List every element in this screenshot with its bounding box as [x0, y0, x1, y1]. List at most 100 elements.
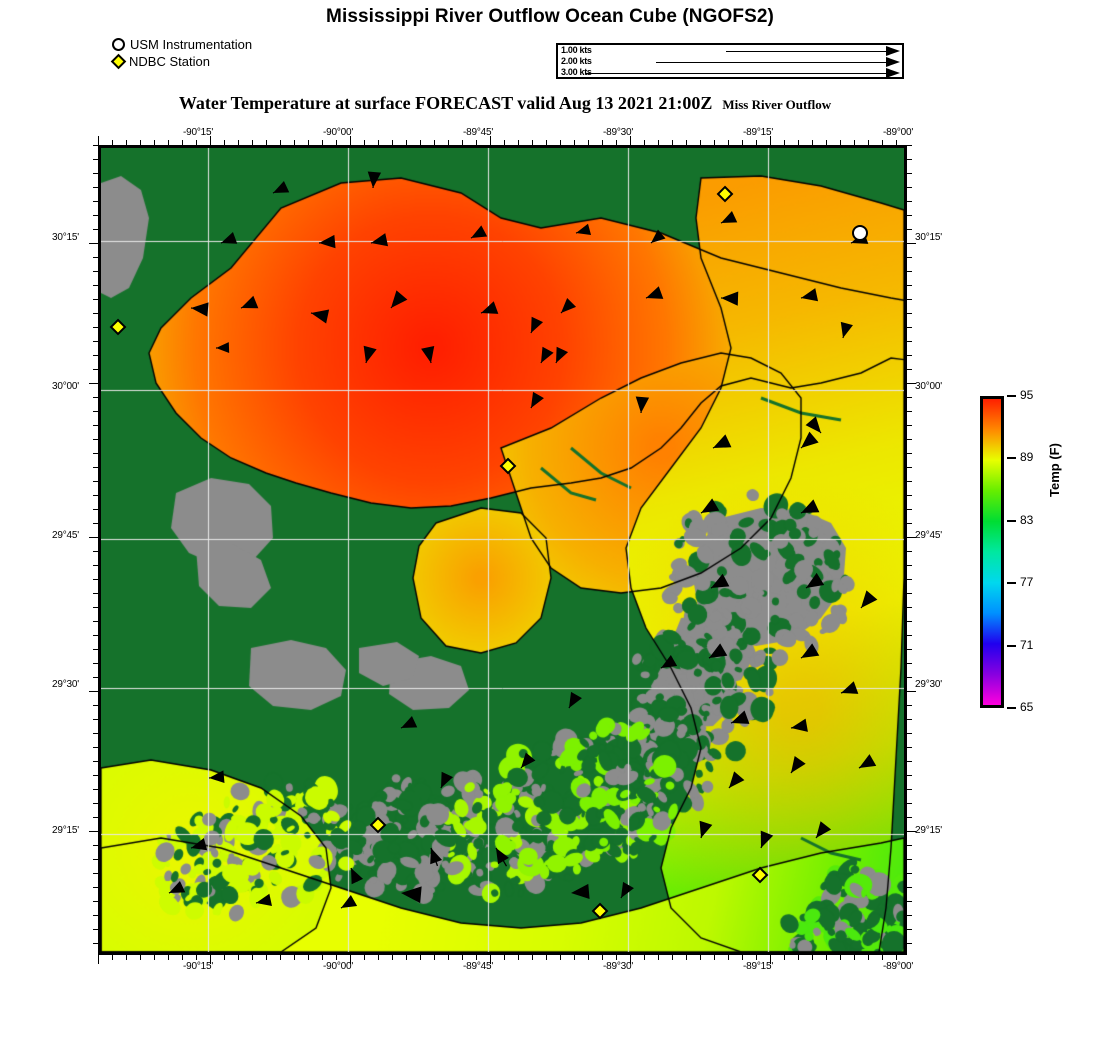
y-axis-tick-label: 29°45': [52, 530, 79, 541]
axis-tick: [93, 579, 98, 580]
current-vector-arrow: [721, 291, 738, 306]
axis-tick: [322, 955, 323, 960]
axis-tick: [907, 579, 912, 580]
axis-tick: [616, 140, 617, 145]
axis-tick: [907, 929, 912, 930]
axis-tick: [350, 955, 351, 964]
current-vector-arrow: [557, 298, 577, 318]
axis-tick: [350, 136, 351, 145]
current-vector-arrow: [647, 229, 665, 247]
axis-tick: [294, 955, 295, 960]
current-vector-arrow: [386, 290, 408, 312]
current-vector-arrow: [338, 895, 357, 913]
axis-tick: [728, 955, 729, 960]
colorbar-tick-label: 83: [1020, 513, 1033, 527]
ndbc-station-marker[interactable]: [753, 868, 767, 882]
axis-tick: [93, 173, 98, 174]
axis-tick: [93, 411, 98, 412]
axis-tick: [322, 140, 323, 145]
map-plot-area[interactable]: [98, 145, 907, 955]
axis-tick: [476, 140, 477, 145]
axis-tick: [812, 955, 813, 960]
colorbar-tick: [1007, 395, 1016, 397]
axis-tick: [907, 229, 912, 230]
axis-tick: [93, 467, 98, 468]
ndbc-station-marker[interactable]: [593, 904, 607, 918]
current-vector-arrow: [318, 235, 335, 250]
axis-tick: [907, 537, 916, 538]
ndbc-station-marker[interactable]: [718, 187, 732, 201]
axis-tick: [907, 257, 912, 258]
current-vector-arrow: [800, 288, 818, 304]
ndbc-station-marker[interactable]: [501, 459, 515, 473]
map-subtitle-region: Miss River Outflow: [722, 97, 831, 112]
ndbc-station-marker[interactable]: [111, 320, 125, 334]
axis-tick: [434, 955, 435, 960]
axis-tick: [700, 140, 701, 145]
axis-tick: [93, 635, 98, 636]
axis-tick: [140, 140, 141, 145]
axis-tick: [907, 761, 912, 762]
axis-tick: [907, 747, 912, 748]
current-vector-arrow: [491, 845, 512, 869]
axis-tick: [907, 215, 912, 216]
axis-tick: [93, 719, 98, 720]
axis-tick: [907, 467, 912, 468]
axis-tick: [784, 955, 785, 960]
usm-station-marker[interactable]: [853, 226, 867, 240]
axis-tick: [907, 593, 912, 594]
axis-tick: [868, 955, 869, 960]
axis-tick: [93, 425, 98, 426]
current-vector-arrow: [790, 719, 808, 735]
axis-tick: [907, 383, 916, 384]
axis-tick: [896, 955, 897, 960]
axis-tick: [907, 649, 912, 650]
axis-tick: [308, 140, 309, 145]
axis-tick: [907, 607, 912, 608]
axis-tick: [126, 140, 127, 145]
vector-scale-label: 3.00 kts: [561, 67, 592, 77]
vector-scale-label: 1.00 kts: [561, 45, 592, 55]
axis-tick: [742, 140, 743, 145]
current-vector-arrow: [695, 821, 713, 840]
axis-tick: [907, 635, 912, 636]
axis-tick: [907, 719, 912, 720]
axis-tick: [280, 955, 281, 960]
axis-tick: [154, 140, 155, 145]
axis-tick: [93, 299, 98, 300]
axis-tick: [840, 955, 841, 960]
axis-tick: [907, 621, 912, 622]
axis-tick: [280, 140, 281, 145]
axis-tick: [378, 955, 379, 960]
axis-tick: [588, 955, 589, 960]
current-vector-arrow: [535, 347, 553, 366]
current-vector-arrow: [479, 301, 499, 319]
x-axis-tick-label: -90°15': [183, 127, 213, 138]
axis-tick: [686, 955, 687, 960]
current-vector-arrow: [724, 771, 745, 792]
diamond-icon: [111, 53, 127, 69]
axis-tick: [770, 955, 771, 964]
current-vector-arrow: [400, 885, 421, 903]
current-vector-arrow: [525, 317, 543, 336]
axis-tick: [854, 955, 855, 960]
current-vector-arrow: [398, 716, 417, 734]
axis-tick: [714, 140, 715, 145]
axis-tick: [93, 565, 98, 566]
y-axis-tick-label: 30°15': [52, 232, 79, 243]
axis-tick: [93, 677, 98, 678]
axis-tick: [336, 955, 337, 960]
axis-tick: [168, 955, 169, 960]
ndbc-station-marker[interactable]: [371, 818, 385, 832]
vector-scale-row: 1.00 kts: [558, 46, 902, 57]
x-axis-tick-label: -89°00': [883, 961, 913, 972]
y-axis-tick-label: 30°00': [915, 381, 942, 392]
axis-tick: [93, 257, 98, 258]
axis-tick: [907, 565, 912, 566]
axis-tick: [93, 313, 98, 314]
axis-tick: [294, 140, 295, 145]
axis-tick: [574, 140, 575, 145]
current-vector-arrow: [526, 392, 544, 411]
axis-tick: [907, 831, 916, 832]
current-vector-arrow: [435, 772, 453, 791]
